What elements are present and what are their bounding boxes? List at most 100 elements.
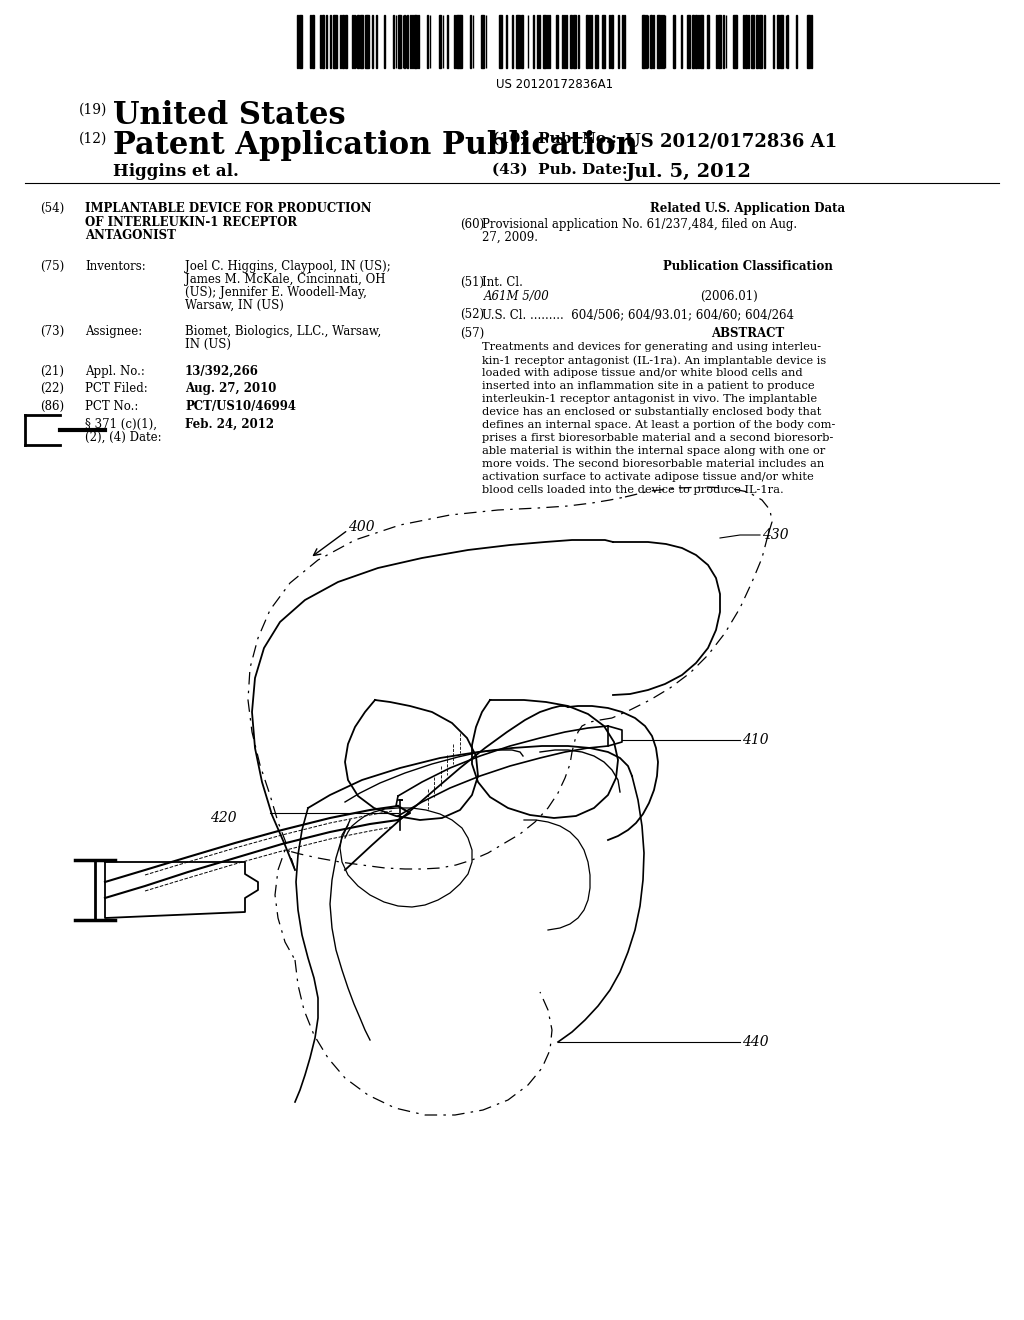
Bar — [695, 15, 697, 69]
Text: Publication Classification: Publication Classification — [664, 260, 833, 273]
Bar — [439, 15, 441, 69]
Bar — [357, 15, 358, 69]
Text: Joel C. Higgins, Claypool, IN (US);: Joel C. Higgins, Claypool, IN (US); — [185, 260, 391, 273]
Text: Warsaw, IN (US): Warsaw, IN (US) — [185, 300, 284, 312]
Text: OF INTERLEUKIN-1 RECEPTOR: OF INTERLEUKIN-1 RECEPTOR — [85, 215, 297, 228]
Text: Jul. 5, 2012: Jul. 5, 2012 — [625, 162, 751, 181]
Bar — [569, 15, 571, 69]
Text: PCT/US10/46994: PCT/US10/46994 — [185, 400, 296, 413]
Bar — [657, 15, 660, 69]
Bar — [340, 15, 341, 69]
Text: U.S. Cl. .........  604/506; 604/93.01; 604/60; 604/264: U.S. Cl. ......... 604/506; 604/93.01; 6… — [482, 308, 794, 321]
Bar — [700, 15, 702, 69]
Bar — [610, 15, 613, 69]
Text: able material is within the internal space along with one or: able material is within the internal spa… — [482, 446, 825, 455]
Text: ANTAGONIST: ANTAGONIST — [85, 228, 176, 242]
Text: US 20120172836A1: US 20120172836A1 — [497, 78, 613, 91]
Text: (10)  Pub. No.:: (10) Pub. No.: — [492, 132, 616, 147]
Bar — [345, 15, 347, 69]
Text: inserted into an inflammation site in a patient to produce: inserted into an inflammation site in a … — [482, 381, 815, 391]
Text: 410: 410 — [742, 733, 769, 747]
Text: (73): (73) — [40, 325, 65, 338]
Bar — [368, 15, 369, 69]
Bar — [780, 15, 782, 69]
Text: Biomet, Biologics, LLC., Warsaw,: Biomet, Biologics, LLC., Warsaw, — [185, 325, 381, 338]
Text: Higgins et al.: Higgins et al. — [113, 162, 239, 180]
Text: § 371 (c)(1),: § 371 (c)(1), — [85, 418, 157, 432]
Text: interleukin-1 receptor antagonist in vivo. The implantable: interleukin-1 receptor antagonist in viv… — [482, 393, 817, 404]
Text: (22): (22) — [40, 381, 63, 395]
Text: US 2012/0172836 A1: US 2012/0172836 A1 — [625, 132, 838, 150]
Bar — [359, 15, 362, 69]
Text: (52): (52) — [460, 308, 484, 321]
Bar — [687, 15, 690, 69]
Text: 440: 440 — [742, 1035, 769, 1049]
Text: (21): (21) — [40, 366, 63, 378]
Bar — [299, 15, 302, 69]
Bar — [399, 15, 400, 69]
Bar — [643, 15, 645, 69]
Bar — [716, 15, 718, 69]
Bar — [352, 15, 353, 69]
Text: Appl. No.:: Appl. No.: — [85, 366, 144, 378]
Text: Treatments and devices for generating and using interleu-: Treatments and devices for generating an… — [482, 342, 821, 352]
Text: activation surface to activate adipose tissue and/or white: activation surface to activate adipose t… — [482, 473, 814, 482]
Text: (43)  Pub. Date:: (43) Pub. Date: — [492, 162, 628, 177]
Bar — [653, 15, 654, 69]
Bar — [457, 15, 458, 69]
Bar — [543, 15, 546, 69]
Text: ABSTRACT: ABSTRACT — [712, 327, 784, 341]
Text: PCT No.:: PCT No.: — [85, 400, 138, 413]
Text: Inventors:: Inventors: — [85, 260, 145, 273]
Text: 430: 430 — [762, 528, 788, 543]
Bar — [556, 15, 557, 69]
Text: Related U.S. Application Data: Related U.S. Application Data — [650, 202, 846, 215]
Bar — [366, 15, 367, 69]
Text: IMPLANTABLE DEVICE FOR PRODUCTION: IMPLANTABLE DEVICE FOR PRODUCTION — [85, 202, 372, 215]
Bar — [752, 15, 755, 69]
Bar — [595, 15, 598, 69]
Bar — [376, 15, 377, 69]
Text: blood cells loaded into the device to produce IL-1ra.: blood cells loaded into the device to pr… — [482, 484, 783, 495]
Text: (57): (57) — [460, 327, 484, 341]
Text: (2006.01): (2006.01) — [700, 290, 758, 304]
Bar — [312, 15, 314, 69]
Text: Assignee:: Assignee: — [85, 325, 142, 338]
Text: United States: United States — [113, 100, 346, 131]
Text: (54): (54) — [40, 202, 65, 215]
Text: (19): (19) — [79, 103, 106, 117]
Bar — [427, 15, 428, 69]
Text: Aug. 27, 2010: Aug. 27, 2010 — [185, 381, 276, 395]
Bar — [764, 15, 765, 69]
Text: kin-1 receptor antagonist (IL-1ra). An implantable device is: kin-1 receptor antagonist (IL-1ra). An i… — [482, 355, 826, 366]
Bar — [807, 15, 810, 69]
Bar — [459, 15, 460, 69]
Bar — [461, 15, 462, 69]
Text: A61M 5/00: A61M 5/00 — [484, 290, 550, 304]
Bar — [521, 15, 522, 69]
Bar — [342, 15, 344, 69]
Text: James M. McKale, Cincinnati, OH: James M. McKale, Cincinnati, OH — [185, 273, 385, 286]
Text: Feb. 24, 2012: Feb. 24, 2012 — [185, 418, 274, 432]
Text: 420: 420 — [210, 810, 237, 825]
Text: (60): (60) — [460, 218, 484, 231]
Text: device has an enclosed or substantially enclosed body that: device has an enclosed or substantially … — [482, 407, 821, 417]
Text: (2), (4) Date:: (2), (4) Date: — [85, 432, 162, 444]
Text: 400: 400 — [348, 520, 375, 535]
Text: 27, 2009.: 27, 2009. — [482, 231, 538, 244]
Bar — [587, 15, 588, 69]
Text: Provisional application No. 61/237,484, filed on Aug.: Provisional application No. 61/237,484, … — [482, 218, 797, 231]
Text: defines an internal space. At least a portion of the body com-: defines an internal space. At least a po… — [482, 420, 836, 430]
Text: prises a first bioresorbable material and a second bioresorb-: prises a first bioresorbable material an… — [482, 433, 834, 444]
Text: (51): (51) — [460, 276, 484, 289]
Bar — [759, 15, 762, 69]
Text: (12): (12) — [79, 132, 106, 147]
Text: Patent Application Publication: Patent Application Publication — [113, 129, 638, 161]
Text: Int. Cl.: Int. Cl. — [482, 276, 523, 289]
Text: (US); Jennifer E. Woodell-May,: (US); Jennifer E. Woodell-May, — [185, 286, 367, 300]
Bar — [416, 15, 417, 69]
Text: more voids. The second bioresorbable material includes an: more voids. The second bioresorbable mat… — [482, 459, 824, 469]
Bar — [481, 15, 484, 69]
Bar — [745, 15, 748, 69]
Text: IN (US): IN (US) — [185, 338, 231, 351]
